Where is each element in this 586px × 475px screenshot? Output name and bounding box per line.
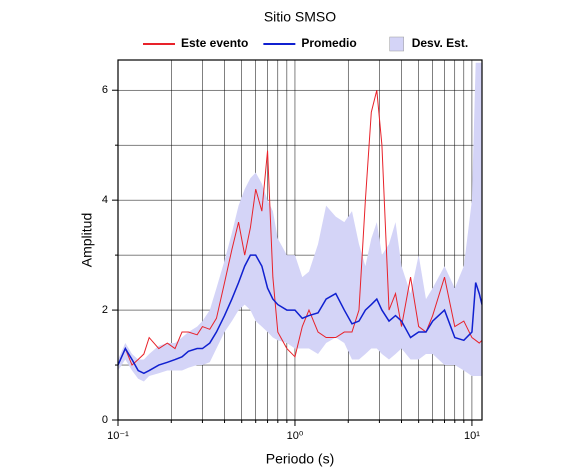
legend: Este evento Promedio Desv. Est. [143,36,468,52]
y-tick-label: 4 [102,194,108,206]
series-line [118,90,482,366]
legend-swatch [389,36,404,52]
x-axis-label: Periodo (s) [266,451,334,467]
axes: 10⁻¹ 10⁰ 10¹ 0 2 4 6 [102,84,480,442]
std-band [118,62,482,382]
x-tick-label: 10¹ [464,430,480,442]
plot-area [118,62,482,382]
y-tick-label: 6 [102,84,108,96]
series-line [118,254,482,375]
y-axis-label: Amplitud [79,213,95,267]
legend-label: Promedio [301,36,356,50]
y-tick-label: 2 [102,304,108,316]
chart-title: Sitio SMSO [264,9,336,25]
y-tick-label: 0 [102,414,108,426]
plot-frame [117,59,483,421]
legend-label: Desv. Est. [412,36,468,50]
legend-label: Este evento [181,36,248,50]
x-tick-label: 10⁻¹ [107,430,129,442]
x-tick-label: 10⁰ [287,430,304,442]
